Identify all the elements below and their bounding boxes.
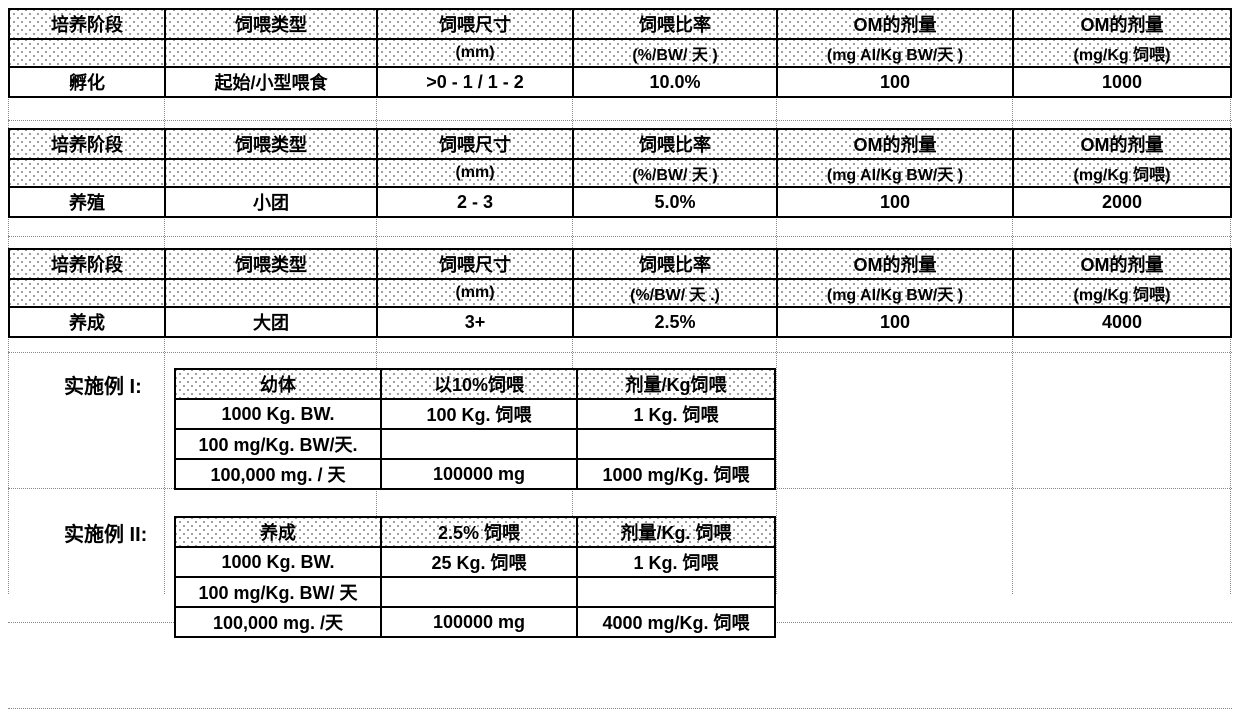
col-header: 饲喂比率	[573, 249, 777, 279]
example-cell: 100,000 mg. / 天	[175, 459, 381, 489]
col-unit	[9, 39, 165, 67]
example-cell: 1000 Kg. BW.	[175, 547, 381, 577]
example-cell	[577, 577, 775, 607]
col-unit: (mm)	[377, 39, 573, 67]
example-block-0: 实施例 I:幼体以10%饲喂剂量/Kg饲喂 1000 Kg. BW.100 Kg.…	[8, 368, 1232, 490]
data-cell: 5.0%	[573, 187, 777, 217]
example-cell: 100 mg/Kg. BW/天.	[175, 429, 381, 459]
example-cell: 100000 mg	[381, 459, 577, 489]
example-cell	[381, 577, 577, 607]
data-cell: 4000	[1013, 307, 1231, 337]
data-cell: 起始/小型喂食	[165, 67, 377, 97]
data-cell: 100	[777, 187, 1013, 217]
col-unit: (mg AI/Kg BW/天 )	[777, 159, 1013, 187]
example-label: 实施例 I:	[8, 368, 174, 399]
example-cell: 2.5% 饲喂	[381, 517, 577, 547]
col-unit	[9, 159, 165, 187]
col-header: 饲喂类型	[165, 9, 377, 39]
data-cell: 1000	[1013, 67, 1231, 97]
stage-table-2: 培养阶段饲喂类型饲喂尺寸饲喂比率OM的剂量OM的剂量(mm)(%/BW/ 天 .…	[8, 248, 1232, 338]
data-cell: 养成	[9, 307, 165, 337]
example-cell: 1 Kg. 饲喂	[577, 547, 775, 577]
example-cell: 1 Kg. 饲喂	[577, 399, 775, 429]
example-cell: 剂量/Kg. 饲喂	[577, 517, 775, 547]
example-cell	[577, 429, 775, 459]
example-cell: 4000 mg/Kg. 饲喂	[577, 607, 775, 637]
col-unit	[165, 159, 377, 187]
data-cell: 养殖	[9, 187, 165, 217]
data-cell: 2 - 3	[377, 187, 573, 217]
col-header: OM的剂量	[777, 129, 1013, 159]
example-cell: 100 Kg. 饲喂	[381, 399, 577, 429]
col-header: 培养阶段	[9, 9, 165, 39]
example-table: 幼体以10%饲喂剂量/Kg饲喂 1000 Kg. BW.100 Kg. 饲喂1 K…	[174, 368, 776, 490]
stage-table-0: 培养阶段饲喂类型饲喂尺寸饲喂比率OM的剂量OM的剂量(mm)(%/BW/ 天 )…	[8, 8, 1232, 98]
col-unit: (%/BW/ 天 )	[573, 159, 777, 187]
col-header: 饲喂尺寸	[377, 249, 573, 279]
example-cell	[381, 429, 577, 459]
data-cell: 孵化	[9, 67, 165, 97]
example-cell: 1000 mg/Kg. 饲喂	[577, 459, 775, 489]
col-header: OM的剂量	[1013, 9, 1231, 39]
col-unit: (%/BW/ 天 .)	[573, 279, 777, 307]
col-unit: (mg AI/Kg BW/天 )	[777, 279, 1013, 307]
col-header: 饲喂类型	[165, 129, 377, 159]
data-cell: 10.0%	[573, 67, 777, 97]
example-cell: 100 mg/Kg. BW/ 天	[175, 577, 381, 607]
data-cell: 100	[777, 67, 1013, 97]
data-cell: 100	[777, 307, 1013, 337]
col-header: 培养阶段	[9, 129, 165, 159]
data-cell: 3+	[377, 307, 573, 337]
example-label: 实施例 II:	[8, 516, 174, 547]
col-unit: (mg/Kg 饲喂)	[1013, 159, 1231, 187]
col-header: 培养阶段	[9, 249, 165, 279]
example-cell: 剂量/Kg饲喂	[577, 369, 775, 399]
example-cell: 100000 mg	[381, 607, 577, 637]
col-unit	[165, 39, 377, 67]
col-unit	[165, 279, 377, 307]
stage-table-1: 培养阶段饲喂类型饲喂尺寸饲喂比率OM的剂量OM的剂量(mm)(%/BW/ 天 )…	[8, 128, 1232, 218]
example-cell: 100,000 mg. /天	[175, 607, 381, 637]
col-unit: (mg/Kg 饲喂)	[1013, 39, 1231, 67]
data-cell: 大团	[165, 307, 377, 337]
example-cell: 养成	[175, 517, 381, 547]
example-block-1: 实施例 II:养成2.5% 饲喂剂量/Kg. 饲喂 1000 Kg. BW.25 …	[8, 516, 1232, 638]
data-cell: 小团	[165, 187, 377, 217]
col-unit	[9, 279, 165, 307]
example-cell: 1000 Kg. BW.	[175, 399, 381, 429]
col-header: 饲喂比率	[573, 9, 777, 39]
col-header: 饲喂比率	[573, 129, 777, 159]
col-header: 饲喂类型	[165, 249, 377, 279]
example-cell: 以10%饲喂	[381, 369, 577, 399]
example-cell: 幼体	[175, 369, 381, 399]
col-unit: (mg AI/Kg BW/天 )	[777, 39, 1013, 67]
col-header: 饲喂尺寸	[377, 9, 573, 39]
data-cell: >0 - 1 / 1 - 2	[377, 67, 573, 97]
col-header: 饲喂尺寸	[377, 129, 573, 159]
data-cell: 2.5%	[573, 307, 777, 337]
col-header: OM的剂量	[1013, 249, 1231, 279]
example-table: 养成2.5% 饲喂剂量/Kg. 饲喂1000 Kg. BW.25 Kg. 饲喂1…	[174, 516, 776, 638]
col-header: OM的剂量	[1013, 129, 1231, 159]
col-unit: (%/BW/ 天 )	[573, 39, 777, 67]
col-unit: (mm)	[377, 279, 573, 307]
col-header: OM的剂量	[777, 249, 1013, 279]
example-cell: 25 Kg. 饲喂	[381, 547, 577, 577]
col-unit: (mm)	[377, 159, 573, 187]
data-cell: 2000	[1013, 187, 1231, 217]
col-header: OM的剂量	[777, 9, 1013, 39]
col-unit: (mg/Kg 饲喂)	[1013, 279, 1231, 307]
